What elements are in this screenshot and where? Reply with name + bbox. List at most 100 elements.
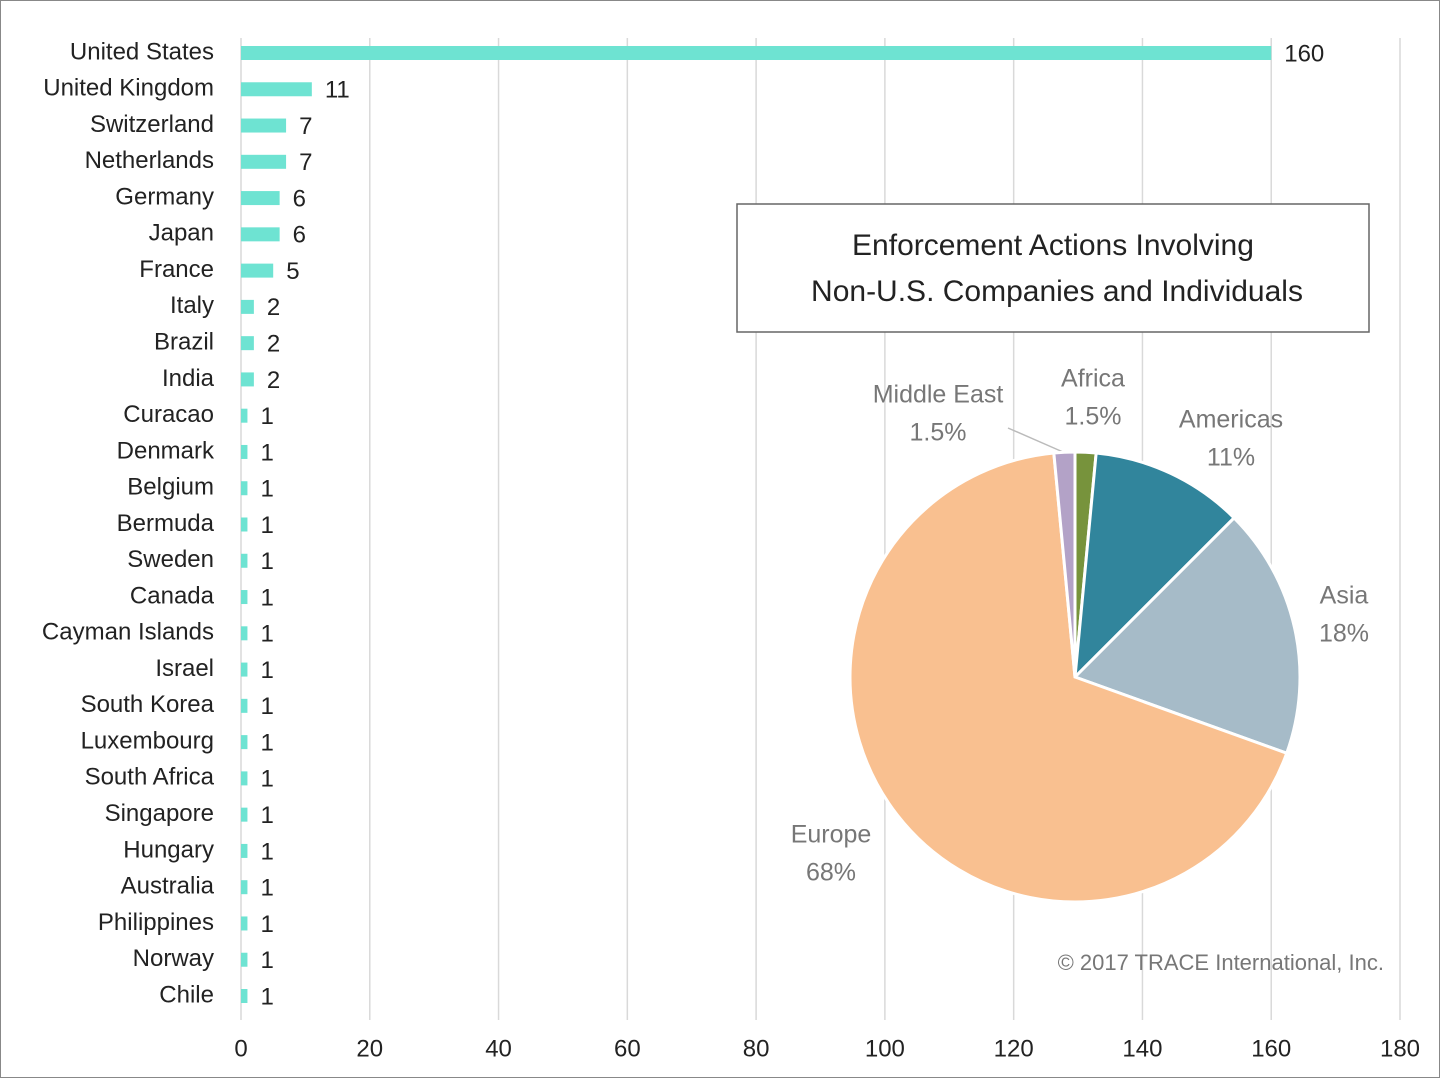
x-tick-label: 20 bbox=[356, 1035, 383, 1062]
value-label: 1 bbox=[260, 657, 273, 684]
value-label: 7 bbox=[299, 113, 312, 140]
pie-title: Enforcement Actions Involving bbox=[852, 229, 1254, 262]
bar bbox=[241, 880, 248, 895]
y-tick-label: Italy bbox=[170, 292, 214, 319]
value-label: 6 bbox=[293, 222, 306, 249]
bar bbox=[241, 444, 248, 459]
value-label: 1 bbox=[260, 621, 273, 648]
pie: Africa 1.5% Americas 11% Asia 18% Europe 68% Mid… bbox=[791, 365, 1369, 904]
y-tick-label: Luxembourg bbox=[81, 727, 214, 754]
y-tick-label: South Korea bbox=[81, 691, 215, 718]
value-label: 160 bbox=[1284, 40, 1324, 67]
y-tick-label: United States bbox=[70, 38, 214, 65]
slice-label: Middle East bbox=[873, 381, 1004, 409]
x-tick-label: 0 bbox=[234, 1035, 247, 1062]
value-label: 5 bbox=[286, 258, 299, 285]
y-tick-label: Brazil bbox=[154, 328, 214, 355]
bar bbox=[241, 118, 287, 133]
y-tick-label: Australia bbox=[121, 873, 215, 900]
bar bbox=[241, 916, 248, 931]
slice-label: Asia bbox=[1320, 582, 1369, 610]
bar bbox=[241, 408, 248, 423]
bar bbox=[241, 481, 248, 496]
value-label: 1 bbox=[260, 439, 273, 466]
bar bbox=[241, 698, 248, 713]
value-label: 1 bbox=[260, 838, 273, 865]
y-tick-label: India bbox=[162, 365, 215, 392]
y-tick-label: Curacao bbox=[123, 401, 214, 428]
value-label: 2 bbox=[267, 330, 280, 357]
bar bbox=[241, 372, 254, 387]
bar bbox=[241, 517, 248, 532]
value-label: 1 bbox=[260, 766, 273, 793]
pie-title: Non-U.S. Companies and Individuals bbox=[811, 275, 1303, 308]
bar bbox=[241, 227, 280, 242]
bar bbox=[241, 82, 312, 97]
y-tick-label: Switzerland bbox=[90, 111, 214, 138]
y-tick-label: France bbox=[139, 256, 214, 283]
value-label: 1 bbox=[260, 512, 273, 539]
x-tick-label: 80 bbox=[743, 1035, 770, 1062]
y-tick-label: Philippines bbox=[98, 909, 214, 936]
bar bbox=[241, 626, 248, 641]
copyright: © 2017 TRACE International, Inc. bbox=[1058, 950, 1384, 975]
y-tick-label: Sweden bbox=[127, 546, 214, 573]
pie-slice bbox=[1073, 451, 1237, 682]
bar bbox=[241, 191, 280, 206]
y-tick-label: Denmark bbox=[117, 437, 215, 464]
value-label: 1 bbox=[260, 584, 273, 611]
value-label: 1 bbox=[260, 729, 273, 756]
title-box bbox=[736, 203, 1370, 333]
leader-line bbox=[1007, 427, 1064, 453]
pie-slice bbox=[1072, 515, 1302, 756]
slice-value-label: 1.5% bbox=[1065, 403, 1122, 431]
y-tick-label: Germany bbox=[115, 183, 214, 210]
slice-value-label: 1.5% bbox=[910, 419, 967, 447]
bar bbox=[241, 989, 248, 1003]
y-tick-label: Belgium bbox=[127, 474, 214, 501]
value-label: 2 bbox=[267, 367, 280, 394]
slice-value-label: 18% bbox=[1319, 620, 1369, 648]
slice-value-label: 11% bbox=[1207, 444, 1255, 472]
bar bbox=[241, 662, 248, 677]
bar bbox=[241, 263, 274, 278]
value-label: 1 bbox=[260, 403, 273, 430]
y-tick-label: Japan bbox=[149, 220, 214, 247]
bar bbox=[241, 771, 248, 786]
value-label: 1 bbox=[260, 911, 273, 938]
y-tick-label: Israel bbox=[155, 655, 214, 682]
y-tick-label: Hungary bbox=[123, 836, 214, 863]
x-tick-label: 40 bbox=[485, 1035, 512, 1062]
pie-slice bbox=[1052, 450, 1077, 678]
y-tick-label: Netherlands bbox=[85, 147, 214, 174]
slice-label: Europe bbox=[791, 821, 872, 849]
value-label: 2 bbox=[267, 294, 280, 321]
value-label: 1 bbox=[260, 983, 273, 1010]
bar bbox=[241, 154, 287, 169]
value-label: 1 bbox=[260, 476, 273, 503]
value-label: 7 bbox=[299, 149, 312, 176]
value-label: 1 bbox=[260, 693, 273, 720]
bar bbox=[241, 590, 248, 605]
x-tick-label: 180 bbox=[1380, 1035, 1420, 1062]
y-tick-label: Cayman Islands bbox=[42, 619, 214, 646]
x-tick-label: 120 bbox=[994, 1035, 1034, 1062]
value-label: 11 bbox=[325, 77, 350, 104]
slice-label: Americas bbox=[1179, 406, 1283, 434]
bar bbox=[241, 843, 248, 858]
pie-slice bbox=[848, 451, 1289, 904]
bar bbox=[241, 299, 254, 314]
value-label: 1 bbox=[260, 875, 273, 902]
bar bbox=[241, 735, 248, 750]
bar bbox=[241, 336, 254, 351]
slice-value-label: 68% bbox=[806, 859, 856, 887]
y-tick-label: United Kingdom bbox=[43, 75, 214, 102]
y-tick-label: Norway bbox=[133, 945, 214, 972]
value-label: 1 bbox=[260, 947, 273, 974]
y-tick-label: Singapore bbox=[105, 800, 214, 827]
x-tick-label: 60 bbox=[614, 1035, 641, 1062]
y-tick-label: Bermuda bbox=[117, 510, 215, 537]
bar bbox=[241, 807, 248, 822]
x-tick-label: 140 bbox=[1122, 1035, 1162, 1062]
